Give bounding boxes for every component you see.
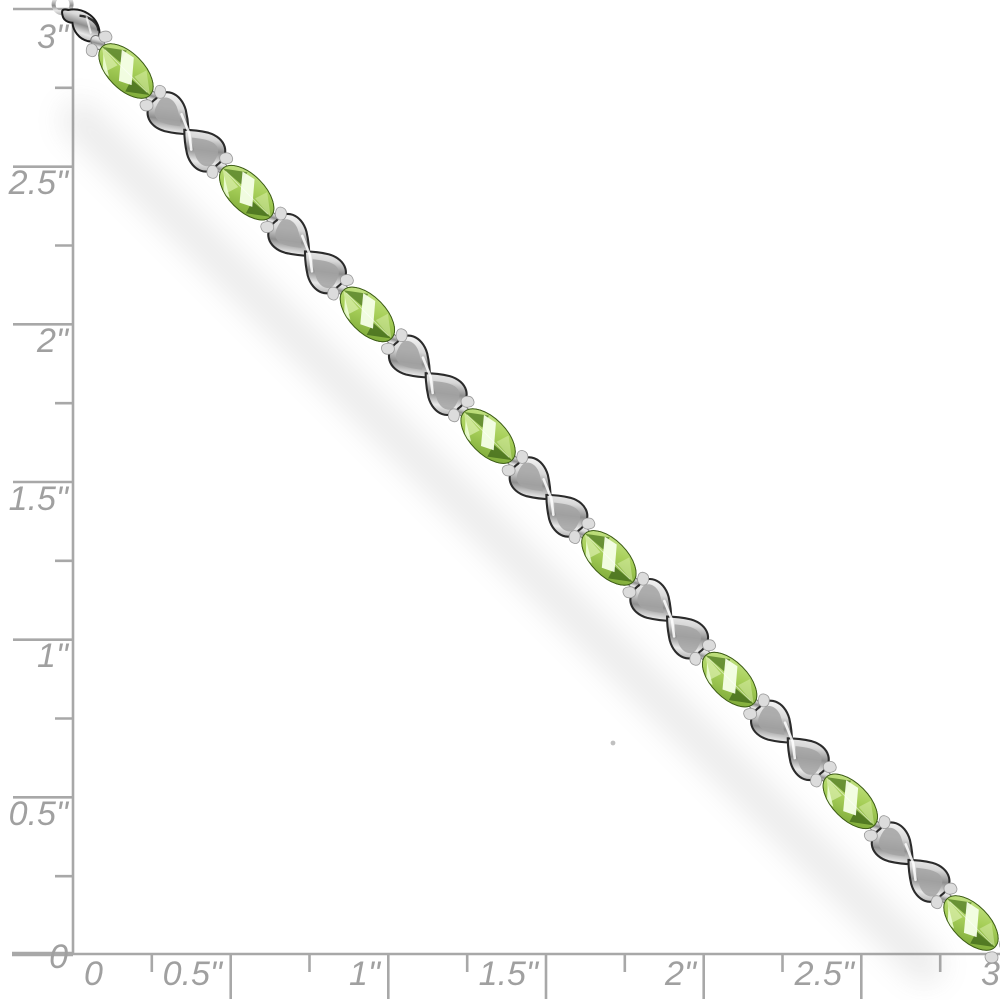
svg-text:3": 3" <box>37 18 70 56</box>
svg-text:1": 1" <box>349 955 382 993</box>
svg-text:2.5": 2.5" <box>794 955 856 993</box>
svg-text:0.5": 0.5" <box>9 795 70 833</box>
svg-text:1.5": 1.5" <box>9 480 70 518</box>
svg-text:1.5": 1.5" <box>479 955 540 993</box>
svg-text:0: 0 <box>49 938 68 976</box>
svg-text:2": 2" <box>664 955 698 993</box>
svg-text:0: 0 <box>84 955 103 993</box>
svg-text:1": 1" <box>37 637 70 675</box>
svg-text:2": 2" <box>36 322 70 360</box>
svg-text:2.5": 2.5" <box>8 164 70 202</box>
svg-text:0.5": 0.5" <box>163 955 224 993</box>
